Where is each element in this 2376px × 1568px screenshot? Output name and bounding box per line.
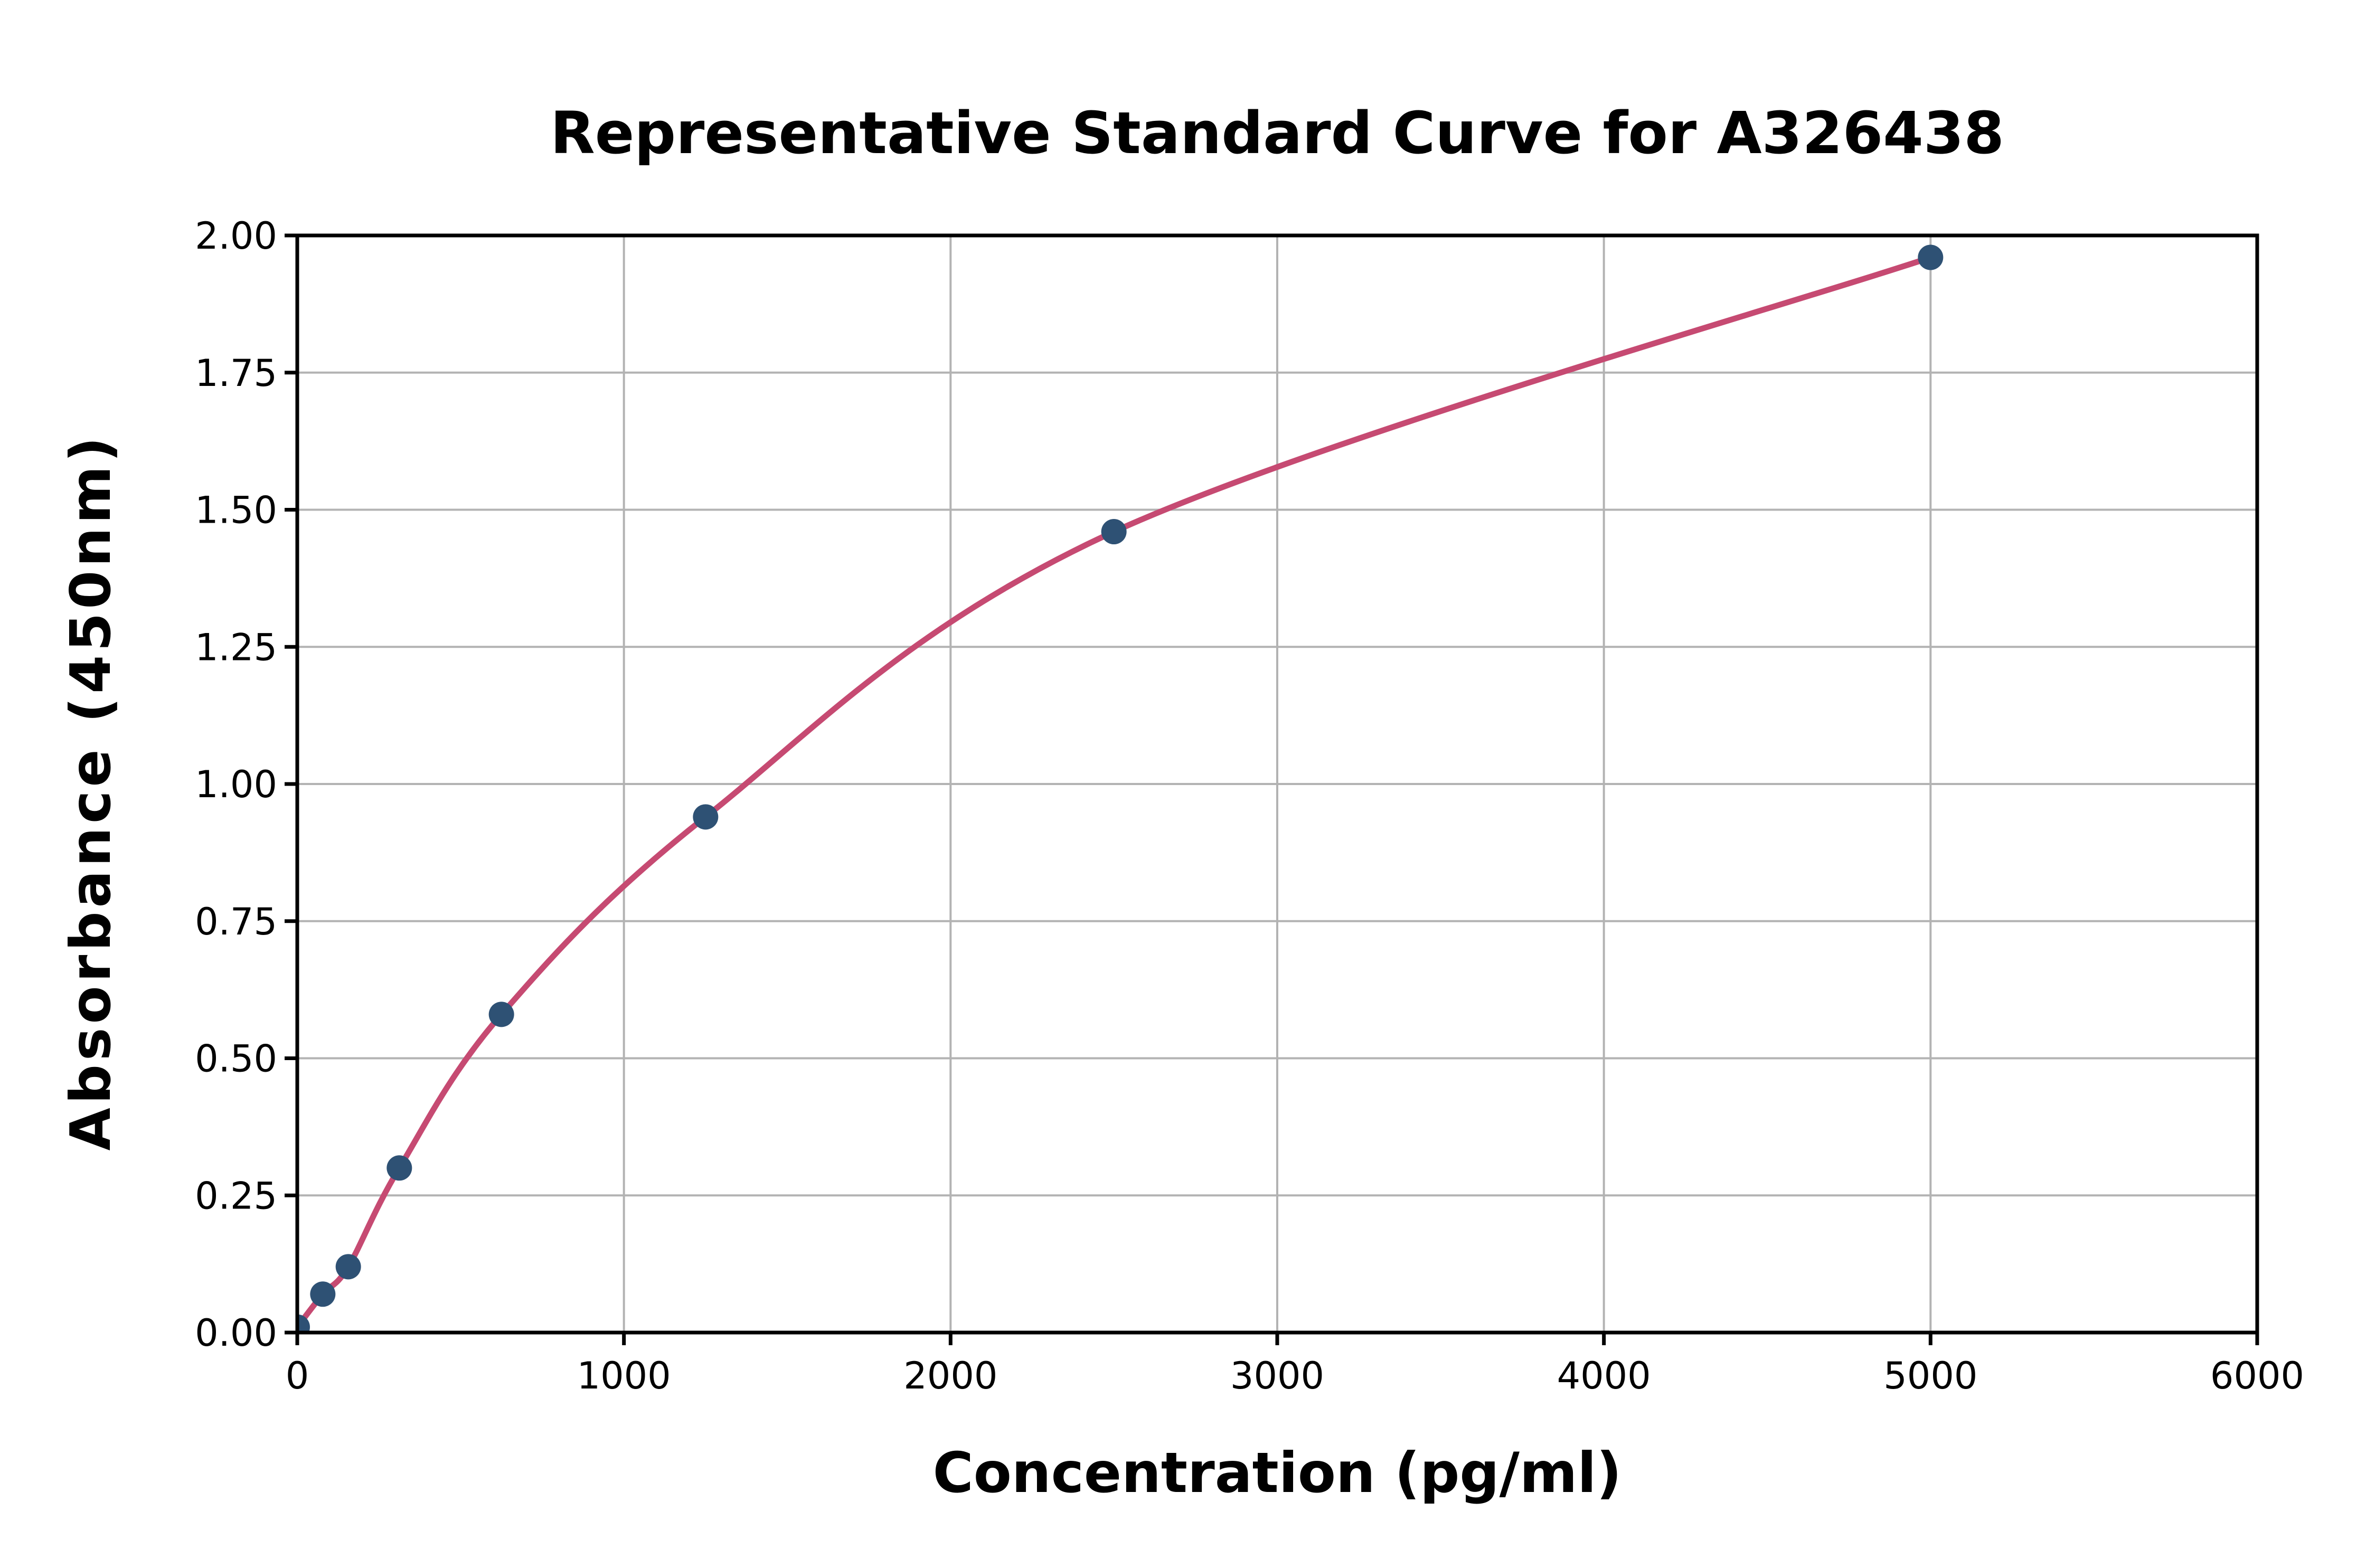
data-point: [1918, 244, 1944, 270]
y-tick-label: 0.50: [195, 1037, 277, 1081]
y-tick-label: 1.75: [195, 352, 277, 395]
data-point: [693, 804, 719, 830]
x-axis-label: Concentration (pg/ml): [933, 1441, 1622, 1505]
x-tick-label: 3000: [1230, 1354, 1324, 1397]
chart-title: Representative Standard Curve for A32643…: [550, 99, 2004, 167]
data-point: [1101, 519, 1127, 545]
x-tick-label: 0: [286, 1354, 309, 1397]
y-axis-label: Absorbance (450nm): [59, 433, 123, 1151]
data-point: [335, 1254, 361, 1280]
data-points: [297, 244, 1944, 1333]
y-tick-label: 1.25: [195, 626, 277, 669]
x-tick-label: 1000: [577, 1354, 671, 1397]
y-tick-label: 1.50: [195, 489, 277, 532]
x-tick-label: 4000: [1557, 1354, 1651, 1397]
x-tick-labels: 0 1000 2000 3000 4000 5000 6000: [286, 1354, 2304, 1397]
fit-curve: [297, 254, 1934, 1330]
y-tick-label: 2.00: [195, 214, 277, 258]
y-tick-label: 0.75: [195, 900, 277, 943]
fit-curve-path: [297, 254, 1934, 1330]
data-point: [297, 1314, 310, 1333]
y-tick-label: 0.00: [195, 1311, 277, 1355]
x-tick-label: 6000: [2210, 1354, 2304, 1397]
x-tick-label: 2000: [903, 1354, 997, 1397]
grid-lines: [297, 235, 2257, 1333]
data-point: [386, 1155, 412, 1181]
x-axis-ticks: [295, 1333, 2259, 1345]
data-point: [310, 1281, 336, 1307]
y-tick-label: 0.25: [195, 1174, 277, 1217]
y-tick-label: 1.00: [195, 763, 277, 806]
x-tick-label: 5000: [1883, 1354, 1977, 1397]
y-tick-labels: 0.00 0.25 0.50 0.75 1.00 1.25 1.50 1.75 2.00: [195, 214, 277, 1355]
y-axis-ticks: [285, 233, 297, 1335]
data-point: [488, 1002, 514, 1027]
